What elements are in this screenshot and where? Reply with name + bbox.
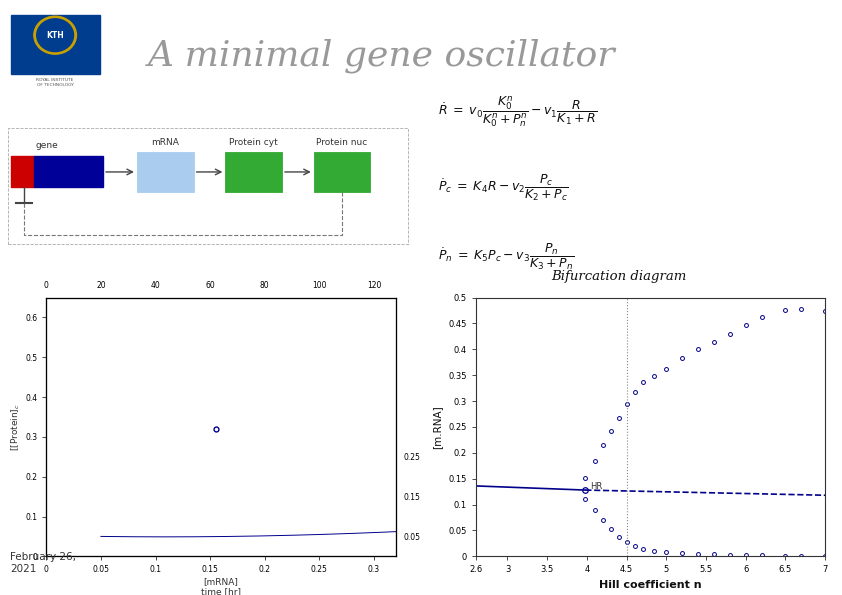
Text: $\dot{P}_n \;=\; K_5 P_c - v_3 \dfrac{P_n}{K_3 + P_n}$: $\dot{P}_n \;=\; K_5 P_c - v_3 \dfrac{P_… (438, 242, 574, 272)
X-axis label: Hill coefficient n: Hill coefficient n (600, 580, 701, 590)
Bar (11, 15, 99, 74)
Text: A minimal gene oscillator: A minimal gene oscillator (147, 39, 615, 73)
Circle shape (34, 16, 77, 54)
Bar (314, 152, 370, 192)
Text: $\dot{R} \;=\; v_0 \dfrac{K_0^n}{K_0^n + P_n^n} - v_1 \dfrac{R}{K_1 + R}$: $\dot{R} \;=\; v_0 \dfrac{K_0^n}{K_0^n +… (438, 94, 597, 129)
Text: HR: HR (590, 481, 602, 490)
Text: $\dot{P}_c \;=\; K_4 R - v_2 \dfrac{P_c}{K_2 + P_c}$: $\dot{P}_c \;=\; K_4 R - v_2 \dfrac{P_c}… (438, 173, 568, 203)
Text: Bifurcation diagram: Bifurcation diagram (552, 270, 686, 283)
Bar (10, 156, 34, 187)
Text: KTH: KTH (46, 31, 64, 40)
Text: ROYAL INSTITUTE
OF TECHNOLOGY: ROYAL INSTITUTE OF TECHNOLOGY (36, 79, 74, 87)
Y-axis label: [[Protein]$_c$: [[Protein]$_c$ (10, 403, 23, 451)
X-axis label: [mRNA]
time [hr]: [mRNA] time [hr] (201, 577, 241, 595)
Text: mRNA: mRNA (151, 138, 179, 147)
Y-axis label: [m.RNA]: [m.RNA] (433, 405, 443, 449)
Text: Protein cyt: Protein cyt (229, 138, 278, 147)
Bar (226, 152, 282, 192)
Text: gene: gene (35, 141, 59, 150)
Circle shape (37, 19, 73, 52)
Text: February 26,
2021: February 26, 2021 (10, 552, 76, 574)
Text: KTH: KTH (41, 39, 69, 50)
Bar (136, 152, 194, 192)
Bar (34, 156, 104, 187)
Text: Protein nuc: Protein nuc (317, 138, 367, 147)
